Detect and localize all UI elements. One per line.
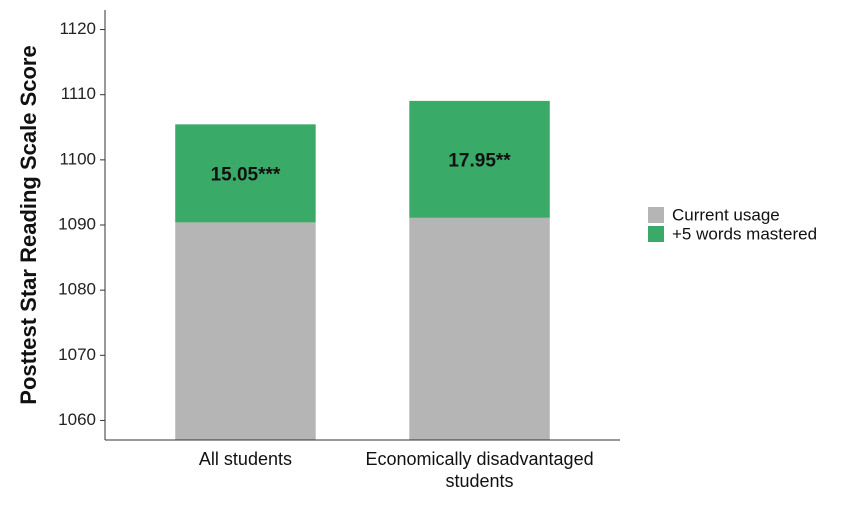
x-tick-label: All students: [198, 449, 292, 469]
x-tick-label: Economically disadvantaged students: [365, 449, 594, 491]
y-axis-label: Posttest Star Reading Scale Score: [16, 45, 41, 404]
y-tick-label: 1110: [61, 84, 96, 103]
value-label: 15.05***: [211, 164, 281, 185]
y-tick-label: 1120: [59, 19, 96, 38]
bar-segment: [175, 222, 316, 440]
bar-segment: [409, 100, 550, 218]
legend-swatch: [648, 207, 664, 223]
legend-label: +5 words mastered: [672, 224, 817, 243]
value-label: 17.95**: [448, 150, 511, 171]
legend-swatch: [648, 226, 664, 242]
y-tick-label: 1100: [59, 149, 96, 168]
y-tick-label: 1080: [58, 280, 96, 299]
y-tick-label: 1090: [58, 214, 96, 233]
y-tick-label: 1070: [58, 345, 96, 364]
bar-segment: [409, 217, 550, 440]
bar-segment: [175, 124, 316, 223]
legend-label: Current usage: [672, 205, 780, 224]
y-tick-label: 1060: [58, 410, 96, 429]
